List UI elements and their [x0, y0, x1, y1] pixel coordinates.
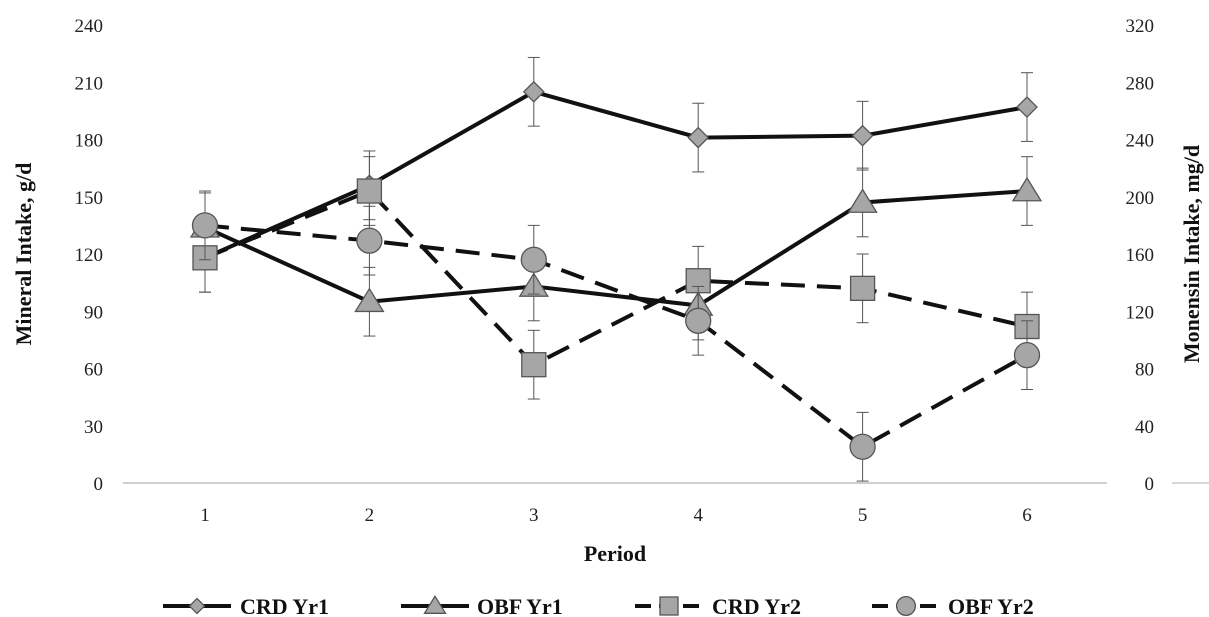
legend-label: CRD Yr2	[712, 594, 801, 617]
legend-item-crd-yr2: CRD Yr2	[635, 594, 801, 617]
y2-tick-label: 80	[1135, 360, 1154, 381]
square-marker	[521, 352, 547, 378]
triangle-marker	[847, 188, 878, 213]
y-tick-label: 210	[75, 73, 104, 94]
diamond-marker	[687, 126, 710, 149]
x-tick-label: 4	[693, 505, 703, 526]
y-axis-right-title: Monensin Intake, mg/d	[1179, 145, 1204, 363]
legend-item-obf-yr1: OBF Yr1	[401, 594, 563, 617]
series-line	[204, 189, 1028, 367]
y-tick-label: 60	[84, 360, 103, 381]
diamond-marker	[851, 124, 874, 147]
series-obf-yr2	[191, 190, 1041, 482]
circle-marker	[685, 307, 712, 334]
legend-label: OBF Yr1	[477, 594, 563, 617]
y2-tick-label: 0	[1145, 474, 1155, 495]
y-axis-left-title: Mineral Intake, g/d	[11, 163, 36, 346]
diamond-marker	[188, 597, 206, 615]
y2-tick-label: 280	[1126, 73, 1155, 94]
y2-tick-label: 200	[1126, 188, 1155, 209]
y-tick-label: 180	[75, 131, 104, 152]
legend: CRD Yr1 OBF Yr1 CRD Yr2 OBF Yr2	[163, 594, 1034, 617]
x-tick-label: 1	[200, 505, 210, 526]
series-crd-yr1	[194, 56, 1038, 293]
y2-tick-label: 320	[1126, 16, 1155, 37]
circle-marker	[356, 227, 383, 254]
x-tick-label: 3	[529, 505, 539, 526]
diamond-marker	[1016, 96, 1038, 118]
y-tick-label: 150	[75, 188, 104, 209]
series-line	[204, 223, 1028, 449]
y2-tick-label: 120	[1126, 302, 1155, 323]
triangle-marker	[423, 595, 447, 614]
y-axis-left-ticks: 0 30 60 90 120 150 180 210 240	[75, 16, 104, 495]
triangle-marker	[1011, 176, 1043, 202]
y-tick-label: 240	[75, 16, 104, 37]
square-marker	[659, 596, 679, 616]
circle-marker	[520, 246, 547, 273]
y-tick-label: 120	[75, 245, 104, 266]
x-tick-label: 2	[365, 505, 375, 526]
legend-label: CRD Yr1	[240, 594, 329, 617]
x-tick-label: 5	[858, 505, 868, 526]
circle-marker	[1013, 341, 1041, 369]
y-tick-label: 0	[94, 474, 104, 495]
x-tick-label: 6	[1022, 505, 1032, 526]
y-tick-label: 90	[84, 302, 103, 323]
y-tick-label: 30	[84, 417, 103, 438]
series-obf-yr1	[189, 156, 1043, 341]
x-axis-title: Period	[584, 541, 646, 566]
circle-marker	[895, 595, 917, 617]
y2-tick-label: 40	[1135, 417, 1154, 438]
circle-marker	[849, 433, 876, 460]
series-line	[204, 189, 1028, 308]
diamond-marker	[522, 80, 545, 103]
series-layer	[189, 56, 1043, 482]
y2-tick-label: 160	[1126, 245, 1155, 266]
triangle-marker	[354, 287, 385, 313]
square-marker	[849, 275, 876, 302]
legend-item-obf-yr2: OBF Yr2	[872, 594, 1034, 617]
circle-marker	[191, 212, 219, 239]
x-axis-ticks: 1 2 3 4 5 6	[200, 505, 1032, 526]
series-line	[204, 89, 1028, 260]
y-axis-right-ticks: 0 40 80 120 160 200 240 280 320	[1126, 16, 1155, 495]
legend-label: OBF Yr2	[948, 594, 1034, 617]
y2-tick-label: 240	[1126, 131, 1155, 152]
square-marker	[356, 178, 383, 204]
legend-item-crd-yr1: CRD Yr1	[163, 594, 329, 617]
